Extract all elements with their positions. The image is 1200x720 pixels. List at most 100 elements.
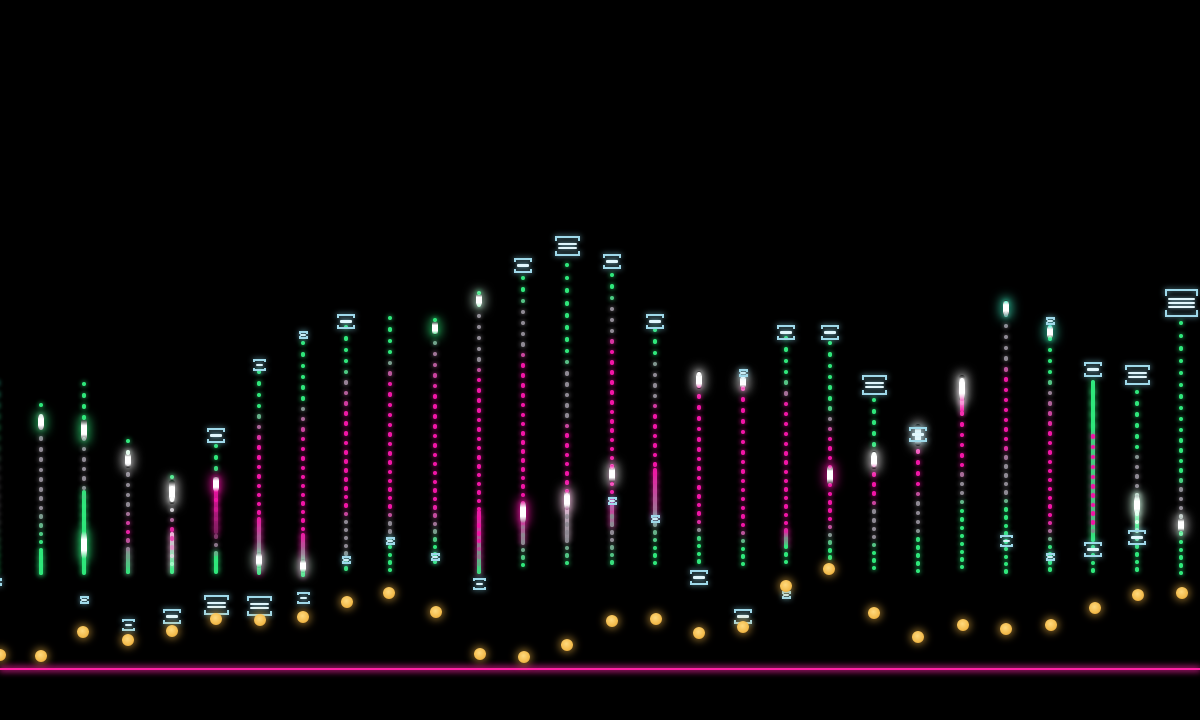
- column-dot: [1090, 544, 1096, 550]
- column-dot: [1134, 434, 1140, 439]
- column-dot: [740, 496, 746, 502]
- column-dot: [432, 362, 438, 368]
- column-dot: [696, 447, 702, 452]
- column-dot: [1178, 478, 1184, 483]
- column-dot: [300, 396, 306, 401]
- column-dot: [609, 560, 615, 565]
- column-dot: [959, 517, 965, 522]
- amber-glow-dot: [606, 615, 618, 627]
- bracket-top: [121, 619, 135, 622]
- column-dot: [609, 489, 615, 495]
- hot-glow-segment: [1178, 517, 1184, 533]
- column-dot: [827, 508, 833, 513]
- column-dot: [81, 466, 87, 472]
- column-dot: [1134, 454, 1140, 460]
- column-dot: [387, 469, 393, 475]
- column-dot: [783, 451, 789, 456]
- column-dot: [609, 370, 615, 375]
- column-dot: [827, 548, 833, 553]
- column-dot: [520, 393, 526, 398]
- column-dot: [915, 561, 921, 566]
- column-dot: [740, 505, 746, 511]
- column-dot: [476, 313, 482, 319]
- column-dot: [432, 479, 438, 485]
- bracket-top: [861, 375, 887, 380]
- column-dot: [343, 503, 349, 508]
- column-dot: [696, 475, 702, 481]
- column-dot: [652, 522, 658, 527]
- column-dot: [740, 546, 746, 552]
- bracket-bottom: [607, 502, 617, 505]
- amber-glow-dot: [77, 626, 89, 638]
- column-dot: [609, 380, 615, 385]
- column-dot: [169, 536, 175, 541]
- column-dot: [387, 441, 393, 447]
- bracket-bottom: [385, 542, 395, 545]
- hot-glow-segment: [959, 375, 965, 401]
- bracket-bar: [299, 596, 307, 600]
- column-dot: [1003, 345, 1009, 351]
- column-dot: [827, 555, 833, 560]
- column-dot: [169, 553, 175, 559]
- bracket-top: [1045, 317, 1055, 320]
- column-dot: [125, 529, 131, 535]
- column-dot: [1003, 455, 1009, 460]
- column-dot: [343, 440, 349, 446]
- bracket-top: [207, 428, 225, 432]
- amber-glow-dot: [1089, 602, 1101, 614]
- column-dot: [1178, 547, 1184, 553]
- column-dot: [520, 431, 526, 436]
- column-dot: [520, 475, 526, 481]
- column-dot: [1134, 552, 1140, 557]
- column-dot: [169, 474, 175, 480]
- amber-glow-dot: [35, 650, 47, 662]
- amber-glow-dot: [1045, 619, 1057, 631]
- column-dot: [696, 437, 702, 442]
- column-dot: [1090, 444, 1096, 450]
- bracket-bottom: [821, 336, 839, 340]
- column-dot: [1047, 431, 1053, 436]
- column-dot: [1178, 394, 1184, 399]
- column-dot: [432, 351, 438, 357]
- column-dot: [1178, 505, 1184, 511]
- amber-glow-dot: [1000, 623, 1012, 635]
- amber-glow-dot: [383, 587, 395, 599]
- bracket-bar: [864, 385, 884, 389]
- column-dot: [476, 569, 482, 574]
- column-dot: [1090, 520, 1096, 525]
- column-dot: [343, 486, 349, 491]
- column-dot: [256, 424, 262, 430]
- column-dot: [915, 460, 921, 465]
- column-dot: [1047, 504, 1053, 509]
- column-dot: [300, 483, 306, 489]
- solid-trail: [213, 479, 219, 534]
- column-dot: [1003, 417, 1009, 423]
- column-dot: [915, 545, 921, 550]
- column-dot: [432, 544, 438, 550]
- column-dot: [125, 554, 131, 560]
- column-dot: [520, 309, 526, 315]
- bracket-marker-icon: [690, 570, 708, 585]
- column-dot: [343, 358, 349, 364]
- column-dot: [1047, 358, 1053, 364]
- column-dot: [169, 527, 175, 532]
- column-dot: [696, 551, 702, 556]
- column-dot: [256, 381, 262, 386]
- column-dot: [959, 499, 965, 505]
- column-dot: [1003, 531, 1009, 536]
- column-dot: [652, 471, 658, 476]
- column-dot: [300, 363, 306, 369]
- column-dot: [609, 522, 615, 527]
- column-dot: [38, 487, 44, 492]
- column-dot: [256, 464, 262, 470]
- column-dot: [387, 327, 393, 332]
- amber-glow-dot: [166, 625, 178, 637]
- bracket-marker-icon: [821, 325, 839, 340]
- column-dot: [476, 554, 482, 559]
- column-dot: [387, 360, 393, 366]
- column-dot: [343, 380, 349, 385]
- column-dot: [520, 484, 526, 489]
- column-dot: [564, 301, 570, 306]
- column-dot: [476, 357, 482, 362]
- column-dot: [652, 530, 658, 535]
